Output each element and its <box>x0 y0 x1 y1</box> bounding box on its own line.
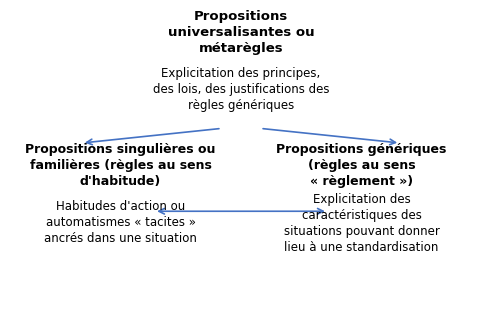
Text: Explicitation des
caractéristiques des
situations pouvant donner
lieu à une stan: Explicitation des caractéristiques des s… <box>283 193 440 254</box>
Text: Habitudes d'action ou
automatismes « tacites »
ancrés dans une situation: Habitudes d'action ou automatismes « tac… <box>44 200 197 245</box>
Text: Propositions génériques
(règles au sens
« règlement »): Propositions génériques (règles au sens … <box>276 143 447 188</box>
Text: Propositions singulières ou
familières (règles au sens
d'habitude): Propositions singulières ou familières (… <box>26 143 215 188</box>
Text: Explicitation des principes,
des lois, des justifications des
règles génériques: Explicitation des principes, des lois, d… <box>153 67 329 111</box>
Text: Propositions
universalisantes ou
métarègles: Propositions universalisantes ou métarèg… <box>168 10 314 55</box>
